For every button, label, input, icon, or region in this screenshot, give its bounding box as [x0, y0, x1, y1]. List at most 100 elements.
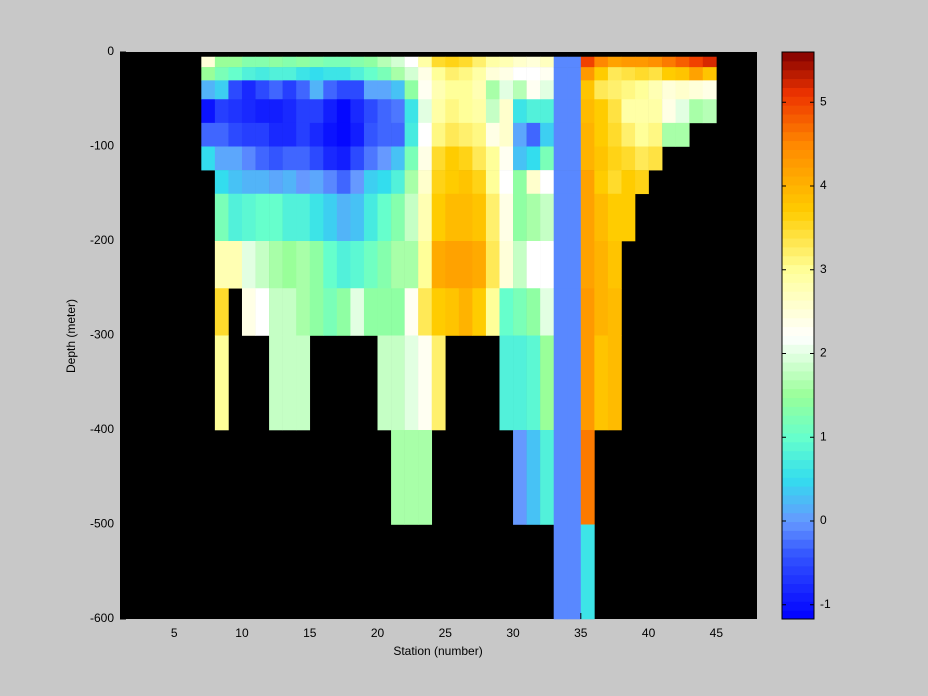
heat-cell — [702, 56, 717, 68]
heat-cell — [635, 99, 649, 124]
heat-cell — [377, 170, 392, 195]
heat-cell — [702, 67, 717, 81]
heat-cell — [336, 170, 351, 195]
heat-cell — [323, 170, 338, 195]
heat-cell — [404, 193, 419, 242]
heat-cell — [296, 335, 311, 431]
colorbar-band — [782, 273, 814, 283]
heat-cell — [621, 122, 636, 147]
colorbar-band — [782, 149, 814, 159]
heat-cell — [336, 56, 351, 68]
heat-cell — [621, 80, 636, 100]
heat-cell — [350, 122, 365, 147]
colorbar-band — [782, 211, 814, 221]
heat-cell — [567, 146, 582, 171]
colorbar-band — [782, 176, 814, 186]
heat-cell — [553, 67, 568, 81]
heat-cell — [391, 122, 405, 147]
heat-cell — [282, 146, 297, 171]
heat-cell — [567, 122, 582, 147]
heat-cell — [241, 122, 256, 147]
heat-cell — [635, 67, 649, 81]
heat-cell — [363, 67, 378, 81]
heat-cell — [350, 170, 365, 195]
heat-cell — [553, 193, 568, 242]
colorbar-band — [782, 503, 814, 514]
heat-cell — [431, 288, 446, 336]
y-tick-label: -100 — [90, 139, 114, 153]
heat-cell — [350, 241, 365, 289]
heat-cell — [282, 170, 297, 195]
heat-cell — [594, 122, 609, 147]
heat-cell — [309, 241, 324, 289]
colorbar-band — [782, 78, 814, 88]
heat-cell — [404, 67, 419, 81]
heat-cell — [580, 56, 595, 68]
colorbar-band — [782, 353, 814, 363]
heat-cell — [201, 80, 216, 100]
heat-cell — [377, 193, 392, 242]
heat-cell — [580, 122, 595, 147]
heat-cell — [472, 146, 487, 171]
heat-cell — [282, 122, 297, 147]
heat-cell — [323, 56, 338, 68]
heat-cell — [336, 241, 351, 289]
heat-cell — [269, 146, 283, 171]
colorbar-tick-label: 4 — [820, 178, 827, 192]
heat-cell — [282, 288, 297, 336]
heat-cell — [553, 335, 568, 431]
heat-cell — [296, 122, 311, 147]
heat-cell — [363, 99, 378, 124]
heat-cell — [404, 170, 419, 195]
colorbar-band — [782, 583, 814, 593]
heat-cell — [675, 122, 690, 147]
colorbar-band — [782, 379, 814, 390]
y-tick-label: -500 — [90, 517, 114, 531]
heat-cell — [418, 241, 433, 289]
colorbar-band — [782, 326, 814, 336]
heat-cell — [391, 56, 405, 68]
heat-cell — [526, 146, 541, 171]
heat-cell — [580, 67, 595, 81]
heat-cell — [214, 122, 229, 147]
heat-cell — [241, 241, 256, 289]
heat-cell — [472, 80, 487, 100]
colorbar-band — [782, 87, 814, 97]
heat-cell — [472, 56, 487, 68]
heat-cell — [580, 170, 595, 195]
heat-cell — [607, 80, 622, 100]
heat-cell — [431, 241, 446, 289]
heat-cell — [485, 80, 500, 100]
heat-cell — [635, 122, 649, 147]
heat-cell — [404, 122, 419, 147]
y-tick-label: -400 — [90, 422, 114, 436]
x-axis-label: Station (number) — [393, 644, 482, 658]
heat-cell — [431, 193, 446, 242]
heat-cell — [214, 193, 229, 242]
colorbar-band — [782, 335, 814, 345]
heat-cell — [580, 288, 595, 336]
heat-cell — [526, 80, 541, 100]
heat-cell — [580, 335, 595, 431]
heat-cell — [540, 430, 555, 525]
heat-cell — [377, 99, 392, 124]
heat-cell — [458, 122, 473, 147]
heat-cell — [404, 430, 419, 525]
heat-cell — [391, 170, 405, 195]
heat-cell — [418, 67, 433, 81]
x-tick-label: 35 — [574, 626, 588, 640]
heat-cell — [418, 288, 433, 336]
heat-cell — [336, 146, 351, 171]
heat-cell — [458, 288, 473, 336]
heat-cell — [418, 193, 433, 242]
heat-cell — [567, 524, 582, 620]
heat-cell — [472, 170, 487, 195]
heat-cell — [323, 122, 338, 147]
heat-cell — [431, 67, 446, 81]
heat-cell — [228, 170, 243, 195]
heat-cell — [404, 56, 419, 68]
heat-cell — [418, 99, 433, 124]
y-tick-label: -300 — [90, 328, 114, 342]
heat-cell — [309, 146, 324, 171]
heat-cell — [526, 335, 541, 431]
